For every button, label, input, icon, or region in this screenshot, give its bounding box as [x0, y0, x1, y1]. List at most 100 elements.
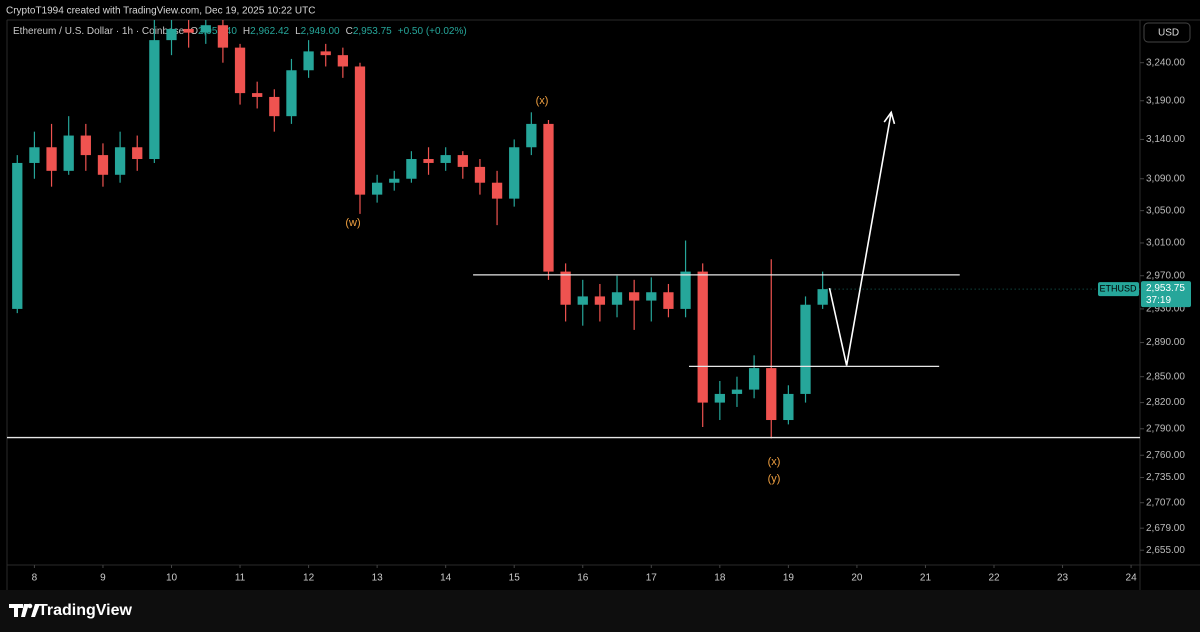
candle-body: [817, 289, 828, 305]
legend-symbol: Ethereum / U.S. Dollar · 1h · Coinbase: [13, 26, 185, 37]
legend-field-value: 2,953.75: [353, 26, 392, 37]
candle-body: [457, 155, 468, 167]
y-tick-label: 2,930.00: [1146, 304, 1185, 315]
x-tick-label: 22: [988, 573, 1000, 584]
legend-change: +0.50 (+0.02%): [398, 26, 467, 37]
candle-body: [320, 51, 331, 56]
y-tick-label: 2,850.00: [1146, 371, 1185, 382]
y-tick-label: 3,240.00: [1146, 57, 1185, 68]
legend-field-label: O: [190, 26, 198, 37]
y-tick-label: 3,140.00: [1146, 134, 1185, 145]
candle-body: [783, 393, 794, 421]
candle-body: [731, 389, 743, 394]
candle-body: [286, 70, 297, 117]
x-tick-label: 21: [920, 573, 932, 584]
candle-body: [509, 147, 520, 199]
candle-body: [440, 155, 451, 163]
candle-body: [269, 96, 280, 117]
candle-body: [423, 159, 434, 163]
last-price-label: 2,953.75: [1146, 283, 1185, 294]
candle-body: [611, 292, 623, 305]
candle-body: [354, 66, 366, 195]
candle-body: [629, 292, 640, 301]
symbol-tag: ETHUSD: [1099, 284, 1137, 294]
candle-body: [200, 25, 211, 33]
y-tick-label: 3,190.00: [1146, 95, 1185, 106]
y-tick-label: 2,735.00: [1146, 472, 1185, 483]
candle-body: [149, 40, 160, 160]
candle-body: [577, 296, 588, 305]
candle-body: [646, 292, 657, 301]
candle-body: [97, 155, 109, 175]
candle-body: [766, 368, 777, 421]
y-tick-label: 2,970.00: [1146, 270, 1185, 281]
candle-body: [594, 296, 606, 305]
x-tick-label: 14: [440, 573, 452, 584]
candle-body: [680, 271, 691, 309]
x-tick-label: 23: [1057, 573, 1069, 584]
candle-body: [80, 135, 91, 156]
y-tick-label: 3,050.00: [1146, 205, 1185, 216]
candle-body: [714, 393, 725, 403]
candle-body: [560, 271, 571, 305]
logo: [9, 603, 40, 617]
candle-body: [132, 147, 143, 160]
candle-body: [217, 25, 229, 48]
candle-body: [46, 147, 57, 171]
x-tick-label: 24: [1126, 573, 1138, 584]
symbol-tag-box: [1098, 282, 1139, 297]
candle-body: [406, 159, 417, 179]
x-tick-label: 16: [577, 573, 589, 584]
candle-body: [371, 182, 383, 195]
candle-body: [234, 47, 246, 94]
candle-body: [183, 28, 194, 33]
footer-bar: [0, 590, 1200, 632]
candle-body: [526, 123, 537, 148]
logo-mark: [27, 603, 33, 609]
y-tick-label: 3,010.00: [1146, 238, 1185, 249]
x-tick-label: 10: [166, 573, 178, 584]
x-tick-label: 20: [851, 573, 863, 584]
footer-logo: TradingView: [38, 602, 133, 619]
y-tick-label: 2,707.00: [1146, 497, 1185, 508]
projection: [828, 112, 892, 366]
candle-body: [474, 166, 486, 183]
y-tick-label: 3,090.00: [1146, 173, 1185, 184]
candle-body: [389, 178, 400, 183]
currency-button[interactable]: [1143, 22, 1191, 43]
currency[interactable]: USD: [1158, 28, 1179, 39]
logo-mark: [9, 604, 29, 617]
candle-body: [543, 123, 554, 272]
legend-field-label: H: [243, 26, 250, 37]
x-tick-label: 17: [646, 573, 658, 584]
y-tick-label: 2,760.00: [1146, 450, 1185, 461]
candle-body: [697, 271, 708, 403]
legend-field-label: L: [295, 26, 301, 37]
candle-body: [800, 304, 811, 394]
arrow-head: [883, 110, 896, 125]
legend: Ethereum / U.S. Dollar · 1h · Coinbase O2…: [13, 26, 467, 37]
candle-body: [337, 55, 348, 67]
x-tick-label: 9: [100, 573, 106, 584]
countdown: 37:19: [1146, 295, 1171, 306]
legend-field-value: 2,953.40: [198, 26, 237, 37]
logo-mark: [31, 604, 40, 617]
candle-body: [29, 147, 40, 163]
x-tick-label: 8: [32, 573, 38, 584]
y-tick-label: 2,820.00: [1146, 397, 1185, 408]
wave-label: (x): [536, 95, 549, 107]
header: CryptoT1994 created with TradingView.com…: [6, 6, 315, 17]
last-price-box: [1141, 281, 1191, 308]
candle-body: [491, 182, 503, 199]
y-tick-label: 2,679.00: [1146, 523, 1185, 534]
x-tick-label: 13: [372, 573, 384, 584]
x-tick-label: 15: [509, 573, 521, 584]
candle-body: [303, 51, 314, 71]
y-tick-label: 2,890.00: [1146, 337, 1185, 348]
candle-body: [252, 93, 263, 97]
legend-field-value: 2,962.42: [250, 26, 289, 37]
candle-body: [114, 147, 126, 175]
x-tick-label: 19: [783, 573, 795, 584]
